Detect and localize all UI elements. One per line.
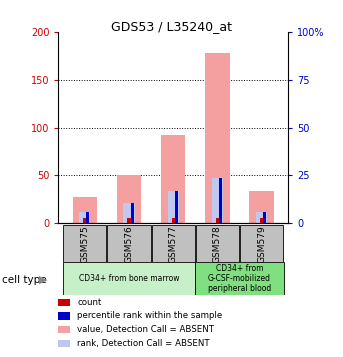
Text: GSM579: GSM579 [257,225,266,262]
Text: count: count [77,298,102,307]
Text: ▶: ▶ [39,275,47,285]
Text: value, Detection Call = ABSENT: value, Detection Call = ABSENT [77,325,214,334]
Bar [212,178,223,223]
Bar [63,225,106,262]
Bar [123,203,134,223]
Text: GSM575: GSM575 [80,225,89,262]
Text: cell type: cell type [2,275,46,285]
Bar [196,225,239,262]
Text: CD34+ from bone marrow: CD34+ from bone marrow [79,274,179,283]
Bar [260,218,263,223]
Text: CD34+ from
G-CSF-mobilized
peripheral blood: CD34+ from G-CSF-mobilized peripheral bl… [208,263,271,293]
Text: percentile rank within the sample: percentile rank within the sample [77,311,222,321]
Bar [195,262,284,295]
Bar [240,225,283,262]
Bar [79,212,90,223]
Bar [172,218,175,223]
Bar [249,191,274,223]
Bar [152,225,195,262]
Text: rank, Detection Call = ABSENT: rank, Detection Call = ABSENT [77,338,210,348]
Bar [219,178,222,223]
Bar [73,197,97,223]
Bar [263,212,266,223]
Bar [175,191,178,223]
Bar [168,191,179,223]
Bar [107,225,151,262]
Bar [117,175,141,223]
Text: GSM577: GSM577 [169,225,178,262]
Bar [256,212,267,223]
Bar [216,218,219,223]
Bar [86,212,90,223]
Text: GSM576: GSM576 [125,225,133,262]
Bar [131,203,134,223]
Bar [128,218,131,223]
Bar [83,218,86,223]
Bar [63,262,195,295]
Text: GDS53 / L35240_at: GDS53 / L35240_at [111,20,232,32]
Text: GSM578: GSM578 [213,225,222,262]
Bar [205,53,229,223]
Bar [161,135,185,223]
